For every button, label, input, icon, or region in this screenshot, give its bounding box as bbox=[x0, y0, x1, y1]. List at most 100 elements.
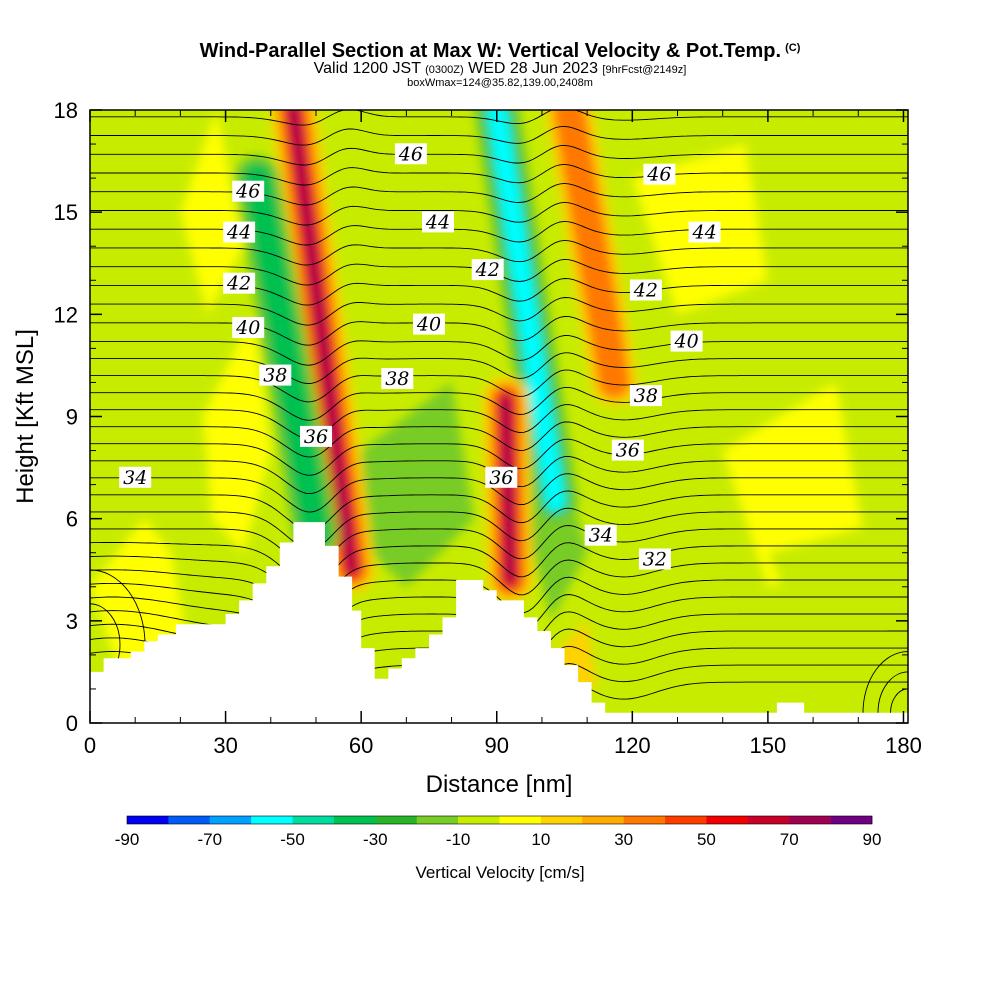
weak-w-patch bbox=[767, 518, 908, 655]
theta-contour-label: 42 bbox=[471, 259, 504, 281]
colorbar-swatch bbox=[582, 816, 624, 824]
theta-contour-label: 38 bbox=[259, 364, 292, 387]
theta-contour-ring bbox=[90, 603, 121, 686]
terrain-mask bbox=[90, 522, 908, 723]
theta-contour-labels: 32 34 34 36 36 36 38 38 38 40 40 40 42 42 42 44 44 44 46 46… bbox=[119, 143, 721, 571]
theta-contour-label: 44 bbox=[422, 211, 454, 233]
theta-contour-line bbox=[90, 438, 908, 476]
colorbar-swatch bbox=[665, 816, 707, 824]
valid-date: WED 28 Jun 2023 bbox=[468, 60, 598, 77]
colorbar-swatch bbox=[251, 816, 293, 824]
theta-contour-label: 34 bbox=[119, 466, 152, 489]
theta-contour-label: 46 bbox=[394, 143, 427, 165]
theta-contour-label: 46 bbox=[643, 163, 676, 186]
theta-contour-label: 38 bbox=[629, 385, 662, 407]
x-axis-label: Distance [nm] bbox=[426, 771, 573, 798]
theta-label-text: 36 bbox=[489, 467, 513, 489]
y-tick-label: 6 bbox=[66, 507, 78, 532]
y-tick-label: 3 bbox=[66, 609, 78, 634]
theta-contour-line bbox=[90, 239, 908, 266]
colorbar-swatch bbox=[416, 816, 459, 824]
theta-contour-line bbox=[90, 542, 908, 586]
theta-label-text: 46 bbox=[235, 181, 260, 203]
x-tick-label: 30 bbox=[213, 733, 237, 758]
x-tick-label: 120 bbox=[614, 733, 651, 758]
valid-utc: (0300Z) bbox=[425, 64, 464, 76]
theta-contour-line bbox=[90, 569, 908, 623]
colorbar-swatch bbox=[499, 816, 542, 824]
theta-label-text: 34 bbox=[123, 467, 147, 489]
theta-label-text: 40 bbox=[416, 314, 441, 336]
x-tick-label: 90 bbox=[484, 733, 508, 758]
theta-contour-line bbox=[90, 110, 908, 126]
colorbar: -90 -70 -50 -30 -10 10 30 50 70 90 bbox=[115, 815, 881, 849]
colorbar-swatch bbox=[209, 816, 252, 824]
colorbar-swatch bbox=[333, 816, 376, 824]
theta-contour-label: 32 bbox=[638, 548, 671, 571]
theta-label-bg bbox=[232, 317, 265, 338]
theta-label-bg bbox=[688, 221, 721, 243]
theta-contour-label: 40 bbox=[232, 317, 265, 339]
theta-label-text: 44 bbox=[425, 211, 450, 233]
theta-label-text: 34 bbox=[589, 525, 613, 547]
theta-contour-line bbox=[90, 352, 908, 384]
theta-contour-label: 44 bbox=[688, 221, 721, 244]
theta-label-text: 42 bbox=[226, 273, 251, 295]
theta-label-bg bbox=[300, 425, 332, 447]
theta-contour-line bbox=[90, 163, 908, 186]
theta-label-bg bbox=[381, 368, 414, 389]
theta-label-bg bbox=[584, 524, 617, 546]
theta-contour-line bbox=[90, 144, 908, 166]
weak-w-patch bbox=[722, 382, 868, 587]
theta-label-text: 40 bbox=[674, 331, 699, 353]
theta-contour-line bbox=[90, 404, 908, 439]
colorbar-swatch bbox=[168, 816, 211, 824]
colorbar-label: Vertical Velocity [cm/s] bbox=[415, 863, 585, 882]
theta-contour-line bbox=[90, 316, 908, 346]
colorbar-swatch bbox=[458, 816, 500, 824]
theta-contour-line bbox=[90, 89, 908, 107]
theta-contour-line bbox=[90, 201, 908, 226]
colorbar-tick-label: -90 bbox=[115, 830, 140, 849]
theta-label-bg bbox=[422, 211, 454, 233]
theta-label-bg bbox=[413, 313, 445, 335]
theta-label-text: 44 bbox=[226, 222, 251, 244]
terrain-layer bbox=[90, 522, 908, 723]
theta-label-text: 38 bbox=[263, 365, 287, 387]
theta-contour-line bbox=[90, 182, 908, 206]
theta-contour-label: 40 bbox=[670, 330, 703, 353]
theta-contour-line bbox=[90, 421, 908, 458]
theta-contour-line bbox=[90, 473, 908, 513]
colorbar-tick-label: 50 bbox=[697, 830, 716, 849]
theta-label-text: 42 bbox=[475, 259, 500, 281]
copyright-mark: (C) bbox=[785, 42, 801, 54]
valid-fcst: [9hrFcst@2149z] bbox=[602, 64, 687, 76]
theta-label-bg bbox=[232, 180, 265, 202]
colorbar-swatch bbox=[292, 816, 335, 824]
theta-contour-ring bbox=[862, 651, 908, 723]
colorbar-swatch bbox=[375, 816, 418, 824]
colorbar-swatch bbox=[623, 816, 666, 824]
theta-contour-label: 44 bbox=[223, 221, 256, 244]
colorbar-swatch bbox=[747, 816, 790, 824]
theta-contour-label: 40 bbox=[413, 313, 445, 336]
colorbar-tick-label: 30 bbox=[614, 830, 633, 849]
w-band bbox=[241, 162, 332, 552]
theta-label-bg bbox=[485, 466, 518, 488]
chart-title: Wind-Parallel Section at Max W: Vertical… bbox=[199, 40, 801, 62]
theta-label-bg bbox=[629, 279, 662, 301]
colorbar-tick-label: -10 bbox=[446, 830, 471, 849]
theta-contour-label: 36 bbox=[300, 425, 332, 448]
valid-main: Valid 1200 JST bbox=[313, 60, 421, 77]
theta-label-bg bbox=[471, 259, 504, 281]
colorbar-tick-label: -50 bbox=[280, 830, 305, 849]
theta-contour-label: 38 bbox=[381, 368, 414, 390]
theta-contour-label: 46 bbox=[232, 180, 265, 203]
theta-label-text: 44 bbox=[692, 222, 717, 244]
theta-label-text: 38 bbox=[385, 368, 409, 390]
theta-contour-line bbox=[90, 297, 908, 326]
theta-label-bg bbox=[259, 364, 292, 386]
theta-contour-ring bbox=[890, 688, 908, 723]
